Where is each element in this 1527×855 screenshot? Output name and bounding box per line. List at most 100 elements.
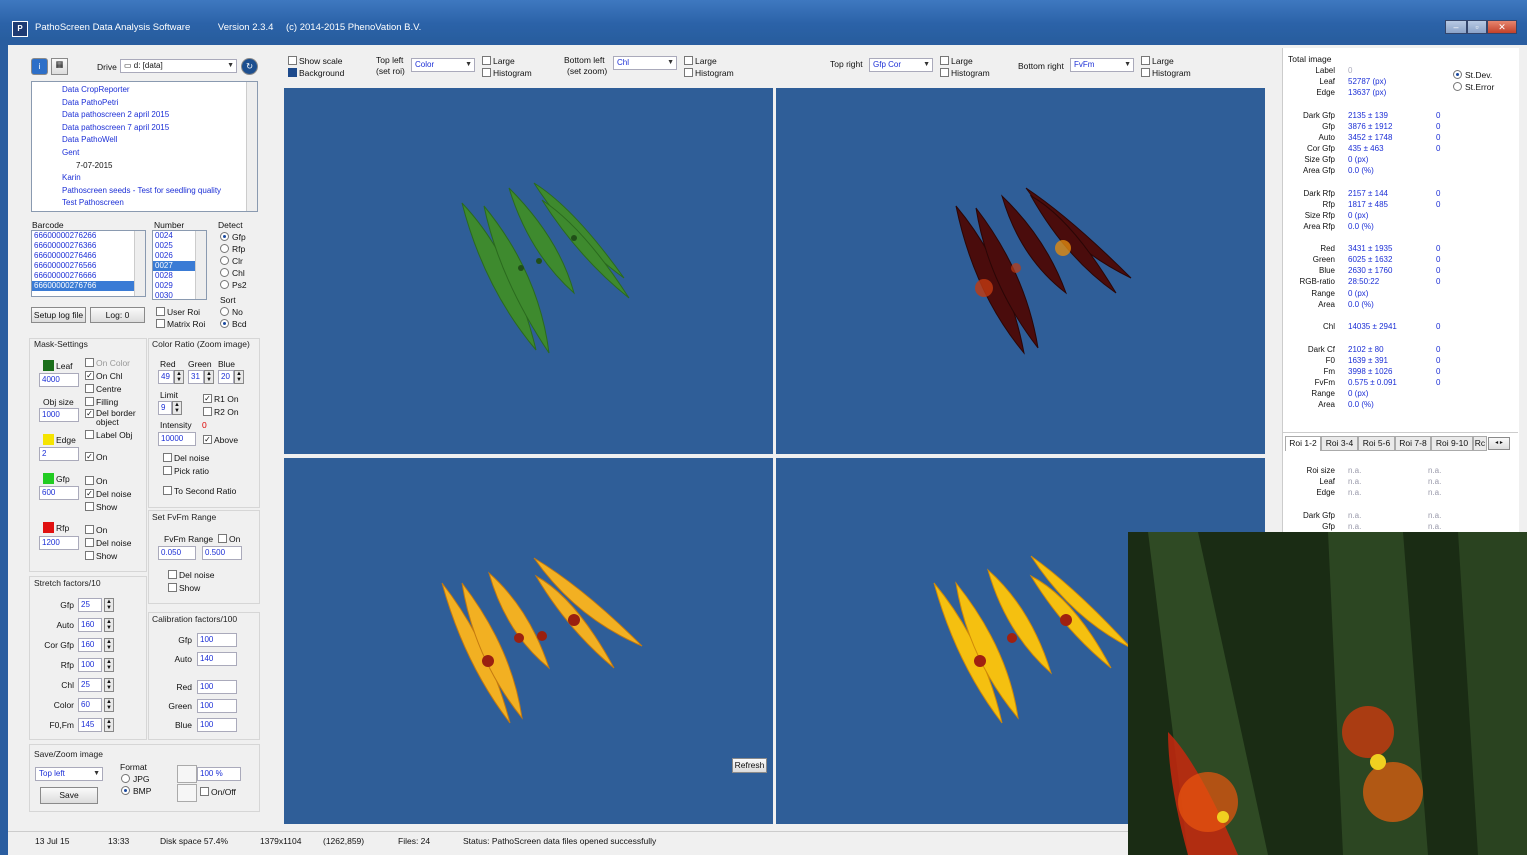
barcode-item[interactable]: 66600000276266 — [34, 231, 97, 240]
number-item[interactable]: 0025 — [155, 241, 173, 250]
stretch-spinner[interactable]: ▲ ▼ — [104, 638, 114, 652]
stretch-spinner[interactable]: ▲ ▼ — [104, 698, 114, 712]
tree-item[interactable]: Data pathoscreen 2 april 2015 — [62, 110, 170, 120]
tree-scrollbar[interactable] — [246, 82, 257, 211]
stretch-spinner[interactable]: ▲ ▼ — [104, 598, 114, 612]
calibration-field[interactable]: 100 — [197, 633, 237, 647]
leaf-color-swatch[interactable] — [43, 360, 54, 371]
roi-tab[interactable]: Roi 3-4 — [1321, 436, 1358, 451]
blue-ratio-field[interactable]: 20 — [218, 370, 234, 384]
sort-radio-bcd[interactable] — [220, 319, 229, 328]
matrix-roi-checkbox[interactable] — [156, 319, 165, 328]
barcode-item[interactable]: 66600000276766 — [32, 281, 145, 291]
roi-tab[interactable]: Roi 5-6 — [1358, 436, 1395, 451]
bottom-left-image[interactable] — [284, 458, 773, 824]
bottom-left-select[interactable]: Chl ▼ — [613, 56, 677, 70]
detect-radio-rfp[interactable] — [220, 244, 229, 253]
top-right-histogram-checkbox[interactable] — [940, 68, 949, 77]
barcode-item[interactable]: 66600000276666 — [34, 271, 97, 280]
number-item[interactable]: 0024 — [155, 231, 173, 240]
rfp-field[interactable]: 1200 — [39, 536, 79, 550]
zoom-inset-image[interactable] — [1128, 532, 1527, 855]
number-list[interactable]: 0024 0025 0026 0027 0028 0029 0030 — [152, 230, 207, 300]
folder-tree[interactable]: Data CropReporter Data PathoPetri Data pat… — [31, 81, 258, 212]
zoom-field[interactable]: 100 % — [197, 767, 241, 781]
zoom-toggle-box[interactable] — [177, 784, 197, 802]
tree-item[interactable]: Data PathoWell — [62, 135, 118, 145]
number-item[interactable]: 0028 — [155, 271, 173, 280]
minimize-button[interactable]: – — [1445, 20, 1467, 34]
gfp-color-swatch[interactable] — [43, 473, 54, 484]
rfp-on-checkbox[interactable] — [85, 525, 94, 534]
limit-spinner[interactable]: ▲ ▼ — [172, 401, 182, 415]
intensity-field[interactable]: 10000 — [158, 432, 196, 446]
roi-tab[interactable]: Roi 7-8 — [1395, 436, 1431, 451]
detect-radio-clr[interactable] — [220, 256, 229, 265]
red-ratio-field[interactable]: 49 — [158, 370, 174, 384]
barcode-item[interactable]: 66600000276366 — [34, 241, 97, 250]
detect-radio-gfp[interactable] — [220, 232, 229, 241]
fvfm-del-noise-checkbox[interactable] — [168, 570, 177, 579]
tree-item[interactable]: Test Pathoscreen — [62, 198, 124, 208]
limit-field[interactable]: 9 — [158, 401, 172, 415]
number-item[interactable]: 0029 — [155, 281, 173, 290]
tab-scroll-arrows[interactable]: ◂ ▸ — [1488, 437, 1510, 450]
jpg-radio[interactable] — [121, 774, 130, 783]
roi-tab[interactable]: Roi 9-10 — [1431, 436, 1473, 451]
edge-on-checkbox[interactable]: ✓ — [85, 452, 94, 461]
calibration-field[interactable]: 100 — [197, 699, 237, 713]
log-button[interactable]: Log: 0 — [90, 307, 145, 323]
roi-tab[interactable]: Roi 1-2 — [1285, 436, 1321, 451]
leaf-threshold-field[interactable]: 4000 — [39, 373, 79, 387]
bottom-left-histogram-checkbox[interactable] — [684, 68, 693, 77]
bmp-radio[interactable] — [121, 786, 130, 795]
ratio-del-noise-checkbox[interactable] — [163, 453, 172, 462]
above-checkbox[interactable]: ✓ — [203, 435, 212, 444]
on-chl-checkbox[interactable]: ✓ — [85, 371, 94, 380]
tree-item[interactable]: 7-07-2015 — [76, 160, 113, 170]
bottom-right-select[interactable]: FvFm ▼ — [1070, 58, 1134, 72]
detect-radio-chl[interactable] — [220, 268, 229, 277]
blue-ratio-spinner[interactable]: ▲ ▼ — [234, 370, 244, 384]
rfp-del-noise-checkbox[interactable] — [85, 538, 94, 547]
green-ratio-field[interactable]: 31 — [188, 370, 204, 384]
zoom-preview-box[interactable] — [177, 765, 197, 783]
barcode-list[interactable]: 66600000276266 66600000276366 666000002764… — [31, 230, 146, 297]
tree-item[interactable]: Data PathoPetri — [62, 97, 119, 107]
info-button[interactable]: i — [31, 58, 48, 75]
tree-item[interactable]: Pathoscreen seeds - Test for seedling qu… — [62, 185, 222, 195]
edge-field[interactable]: 2 — [39, 447, 79, 461]
gfp-del-noise-checkbox[interactable]: ✓ — [85, 489, 94, 498]
sort-radio-no[interactable] — [220, 307, 229, 316]
del-border-checkbox[interactable]: ✓ — [85, 409, 94, 418]
on-color-checkbox[interactable] — [85, 358, 94, 367]
number-item[interactable]: 0030 — [155, 291, 173, 300]
detect-radio-ps2[interactable] — [220, 280, 229, 289]
maximize-button[interactable]: ▫ — [1467, 20, 1487, 34]
green-ratio-spinner[interactable]: ▲ ▼ — [204, 370, 214, 384]
fvfm-min-field[interactable]: 0.050 — [158, 546, 196, 560]
rfp-color-swatch[interactable] — [43, 522, 54, 533]
top-left-select[interactable]: Color ▼ — [411, 58, 475, 72]
fvfm-on-checkbox[interactable] — [218, 534, 227, 543]
red-ratio-spinner[interactable]: ▲ ▼ — [174, 370, 184, 384]
user-roi-checkbox[interactable] — [156, 307, 165, 316]
stretch-spinner[interactable]: ▲ ▼ — [104, 618, 114, 632]
to-second-ratio-checkbox[interactable] — [163, 486, 172, 495]
number-item[interactable]: 0026 — [155, 251, 173, 260]
barcode-item[interactable]: 66600000276566 — [34, 261, 97, 270]
roi-tab[interactable]: Rc — [1473, 436, 1487, 451]
calibration-field[interactable]: 140 — [197, 652, 237, 666]
bottom-right-large-checkbox[interactable] — [1141, 56, 1150, 65]
top-right-image[interactable] — [776, 88, 1265, 454]
r1-on-checkbox[interactable]: ✓ — [203, 394, 212, 403]
background-color-swatch[interactable] — [288, 68, 297, 77]
stretch-field[interactable]: 160 — [78, 618, 102, 632]
stretch-field[interactable]: 60 — [78, 698, 102, 712]
show-scale-checkbox[interactable] — [288, 56, 297, 65]
barcode-item[interactable]: 66600000276466 — [34, 251, 97, 260]
tree-item[interactable]: Data CropReporter — [62, 85, 130, 94]
calibration-field[interactable]: 100 — [197, 680, 237, 694]
sterror-radio[interactable] — [1453, 82, 1462, 91]
gfp-on-checkbox[interactable] — [85, 476, 94, 485]
